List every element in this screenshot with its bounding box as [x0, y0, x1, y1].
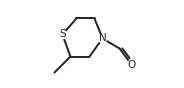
- Text: S: S: [59, 29, 66, 40]
- Text: O: O: [128, 60, 136, 70]
- Circle shape: [58, 30, 66, 39]
- Text: N: N: [99, 34, 106, 43]
- Circle shape: [98, 34, 107, 43]
- Circle shape: [128, 60, 136, 69]
